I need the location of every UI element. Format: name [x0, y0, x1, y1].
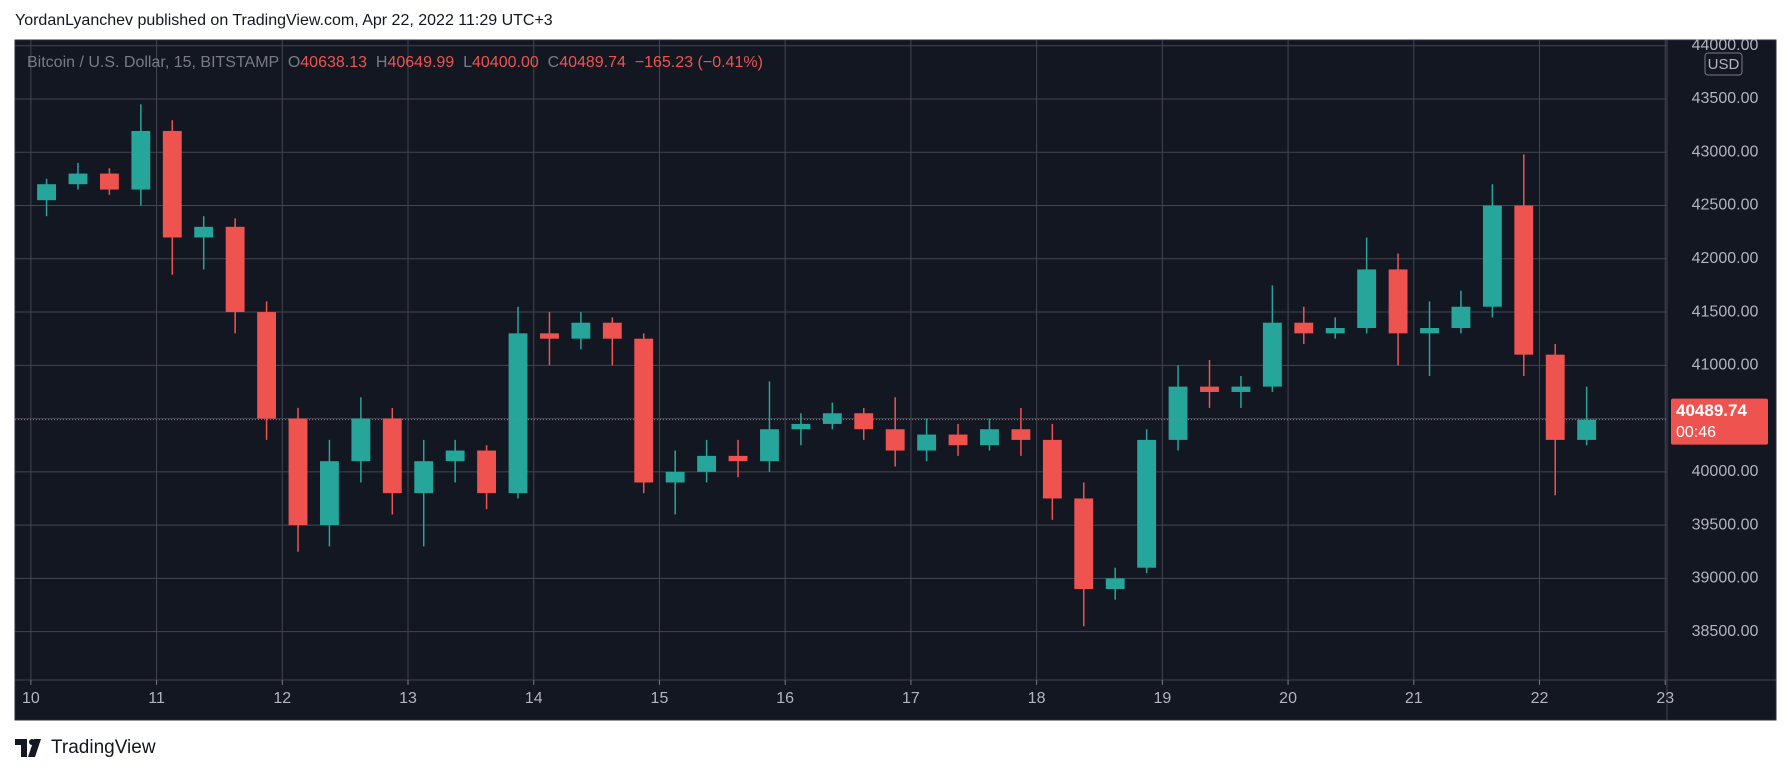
candle-body [917, 434, 937, 451]
candle-body [382, 418, 402, 494]
change: −165.23 (−0.41%) [634, 54, 763, 71]
l-label: L [463, 54, 472, 71]
candle-body [37, 184, 56, 201]
open: 40638.13 [300, 54, 368, 71]
high: 40649.99 [387, 54, 455, 71]
low: 40400.00 [472, 54, 539, 71]
x-tick-label: 15 [651, 690, 669, 707]
candle-body [948, 434, 968, 446]
candle-body [1137, 439, 1157, 568]
x-tick-label: 11 [148, 690, 165, 707]
y-tick-label: 44000.00 [1692, 37, 1759, 54]
candle-body [162, 130, 182, 238]
candle-body [1294, 322, 1314, 334]
candle-body [1388, 269, 1408, 334]
publisher: YordanLyanchev published on TradingView.… [15, 12, 553, 29]
x-tick-label: 14 [525, 690, 543, 707]
candle-body [822, 413, 842, 424]
x-tick-label: 19 [1153, 690, 1171, 707]
footer: TradingView [15, 737, 156, 759]
candle-body [131, 130, 151, 190]
candle-body [1545, 354, 1565, 440]
candle-body [99, 173, 119, 190]
y-tick-label: 41000.00 [1692, 357, 1759, 374]
y-tick-label: 41500.00 [1692, 303, 1759, 320]
candle-body [1482, 205, 1502, 307]
candle-body [1420, 328, 1439, 334]
y-tick-label: 39000.00 [1692, 570, 1759, 587]
candle-body [634, 338, 654, 483]
candle-body [351, 418, 371, 462]
candle-body [760, 429, 779, 462]
c-label: C [547, 54, 560, 71]
candle-body [1011, 429, 1031, 440]
candle-body [1451, 306, 1471, 329]
logo [15, 739, 41, 757]
candle-body [1042, 439, 1062, 499]
candle-body [602, 322, 622, 339]
x-tick-label: 22 [1531, 690, 1549, 707]
candle-body [791, 423, 811, 430]
candle-body [1514, 205, 1534, 355]
candle-body [540, 333, 559, 339]
candle-body [1357, 269, 1377, 329]
candle-body [1105, 578, 1125, 590]
y-tick-label: 39500.00 [1692, 516, 1759, 533]
candle-body [68, 173, 88, 185]
candle-body [697, 455, 717, 472]
candle-body [1577, 419, 1597, 440]
candle-body [1262, 322, 1282, 387]
x-tick-label: 10 [22, 690, 40, 707]
y-tick-label: 40000.00 [1692, 463, 1759, 480]
legend: Bitcoin / U.S. Dollar, 15, BITSTAMP O406… [27, 54, 763, 72]
candle-body [854, 413, 874, 430]
candle-body [445, 450, 465, 462]
candle-body [194, 226, 214, 238]
x-tick-label: 18 [1028, 690, 1046, 707]
candle-body [1200, 386, 1219, 392]
x-tick-label: 13 [399, 690, 417, 707]
price-tag-countdown: 00:46 [1676, 424, 1716, 441]
candle-body [665, 471, 685, 483]
x-tick-label: 12 [273, 690, 291, 707]
x-tick-label: 17 [902, 690, 920, 707]
price-tag-value: 40489.74 [1676, 401, 1747, 420]
candle-body [320, 461, 339, 526]
price-tag [1671, 398, 1768, 445]
chart-background [14, 39, 1777, 721]
candle-body [477, 450, 497, 494]
candle-body [571, 322, 591, 339]
candle-body [288, 418, 308, 526]
y-tick-label: 43000.00 [1692, 143, 1759, 160]
candle-body [1168, 386, 1188, 440]
x-tick-label: 16 [776, 690, 794, 707]
close: 40489.74 [559, 54, 626, 71]
currency-box [1704, 52, 1743, 76]
candle-body [728, 455, 748, 462]
candle-body [414, 461, 434, 494]
x-tick-label: 21 [1405, 690, 1423, 707]
y-tick-label: 42500.00 [1692, 197, 1759, 214]
candle-body [885, 429, 905, 451]
y-tick-label: 42000.00 [1692, 250, 1759, 267]
candle-body [980, 429, 999, 446]
candle-body [1325, 328, 1345, 334]
candle-body [508, 333, 528, 494]
y-tick-label: 43500.00 [1692, 90, 1759, 107]
candle-body [225, 226, 245, 313]
symbol: Bitcoin / U.S. Dollar, 15, BITSTAMP [27, 54, 279, 71]
x-tick-label: 20 [1279, 690, 1297, 707]
currency: USD [1708, 56, 1740, 73]
y-tick-label: 38500.00 [1692, 623, 1759, 640]
x-tick-label: 23 [1656, 690, 1674, 707]
h-label: H [375, 54, 388, 71]
candle-body [1231, 386, 1251, 392]
brand: TradingView [51, 737, 156, 758]
candle-body [257, 312, 277, 419]
o-label: O [287, 54, 301, 71]
candle-body [1074, 498, 1094, 590]
